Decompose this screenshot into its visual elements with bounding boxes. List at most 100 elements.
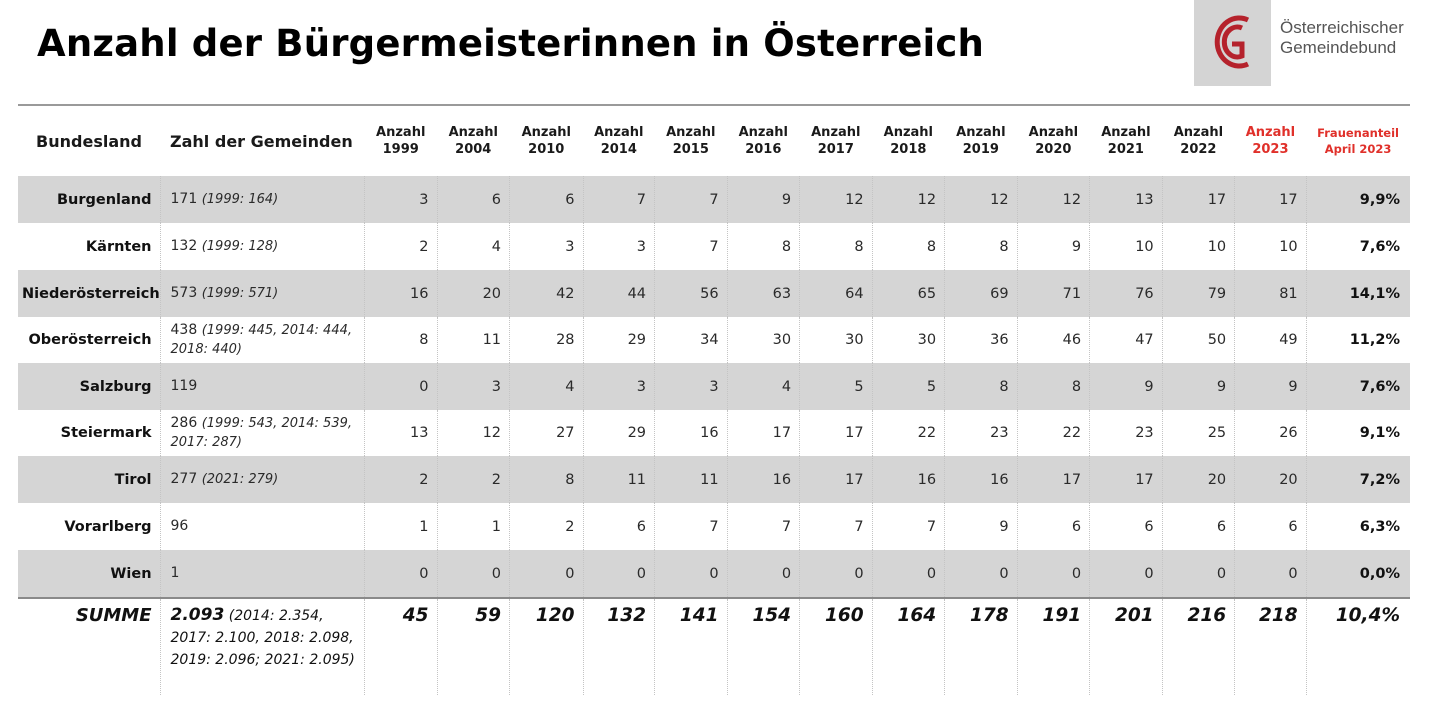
cell-anzahl: 47 (1089, 317, 1163, 363)
cell-anzahl: 0 (1089, 550, 1163, 598)
cell-anzahl: 30 (871, 317, 945, 363)
cell-anzahl: 9 (1089, 363, 1163, 410)
cell-anzahl: 12 (871, 176, 945, 223)
gemeinden-count: 277 (170, 471, 198, 487)
logo-text: Österreichischer Gemeindebund (1280, 18, 1404, 58)
cell-anzahl: 0 (509, 550, 584, 598)
table-row: Oberösterreich 438 (1999: 445, 2014: 444,… (18, 317, 1410, 363)
cell-anzahl: 0 (799, 550, 873, 598)
cell-bundesland: Steiermark (60, 425, 152, 441)
cell-anzahl: 6 (436, 176, 510, 223)
cell-frauenanteil: 9,9% (1305, 176, 1410, 223)
cell-anzahl: 12 (1016, 176, 1090, 223)
cell-anzahl: 9 (726, 176, 800, 223)
header-2020: Anzahl 2020 (1017, 104, 1090, 176)
cell-anzahl: 10 (1161, 223, 1235, 270)
page-title: Anzahl der Bürgermeisterinnen in Österre… (37, 22, 985, 65)
cell-anzahl: 30 (726, 317, 800, 363)
cell-anzahl: 11 (654, 456, 728, 503)
cell-anzahl: 17 (1234, 176, 1307, 223)
cell-bundesland: Tirol (18, 456, 161, 503)
cell-anzahl: 17 (726, 410, 800, 456)
header-2014: Anzahl 2014 (583, 104, 655, 176)
cell-anzahl: 9 (944, 503, 1018, 550)
mayors-table: Bundesland Zahl der Gemeinden Anzahl 1999… (18, 104, 1410, 695)
cell-anzahl: 3 (509, 223, 584, 270)
gemeinden-note: (1999: 543, 2014: 539, 2017: 287) (170, 416, 352, 450)
cell-anzahl: 3 (436, 363, 510, 410)
header-2017: Anzahl 2017 (799, 104, 873, 176)
header-gemeinden: Zahl der Gemeinden (160, 104, 365, 176)
cell-anzahl: 6 (509, 176, 584, 223)
cell-anzahl: 23 (944, 410, 1018, 456)
cell-anzahl: 16 (871, 456, 945, 503)
cell-anzahl: 0 (582, 550, 655, 598)
logo-line-1: Österreichischer (1280, 18, 1404, 37)
gemeinden-count: 1 (170, 565, 180, 581)
cell-anzahl: 7 (654, 503, 728, 550)
cell-anzahl: 29 (582, 317, 655, 363)
cell-anzahl: 2 (363, 456, 437, 503)
cell-anzahl: 2 (363, 223, 437, 270)
cell-anzahl: 8 (944, 363, 1018, 410)
header-bundesland: Bundesland (18, 104, 161, 176)
gemeinden-count: 119 (170, 378, 198, 394)
cell-anzahl: 8 (726, 223, 800, 270)
header-2023: Anzahl 2023 (1234, 104, 1307, 176)
cell-anzahl: 44 (582, 270, 655, 317)
table-row: Niederösterreich 573 (1999: 571) 16 20 42 44 5… (18, 270, 1410, 317)
cell-anzahl: 7 (871, 503, 945, 550)
cell-anzahl: 2 (436, 456, 510, 503)
cell-anzahl: 20 (436, 270, 510, 317)
cell-bundesland: Kärnten (85, 238, 152, 255)
logo-line-2: Gemeindebund (1280, 38, 1397, 57)
cell-anzahl: 22 (871, 410, 945, 456)
cell-bundesland: Salzburg (18, 363, 161, 410)
table-row: Vorarlberg 96 1 1 2 6 7 7 7 7 9 6 6 6 6 6,3% (18, 503, 1410, 550)
cell-frauenanteil: 11,2% (1305, 317, 1410, 363)
header-2019: Anzahl 2019 (944, 104, 1018, 176)
cell-summe-anzahl: 45 (363, 597, 437, 695)
cell-anzahl: 6 (1016, 503, 1090, 550)
cell-summe-anzahl: 164 (871, 597, 945, 695)
cell-anzahl: 69 (944, 270, 1018, 317)
cell-gemeinden: 119 (159, 363, 365, 410)
header-2010: Anzahl 2010 (509, 104, 584, 176)
gemeinden-count: 573 (170, 285, 198, 301)
cell-anzahl: 49 (1234, 317, 1307, 363)
table-row: Burgenland 171 (1999: 164) 3 6 6 7 7 9 12 12 12 12 1… (18, 176, 1410, 223)
header-2021: Anzahl 2021 (1089, 104, 1163, 176)
cell-anzahl: 8 (944, 223, 1018, 270)
cell-anzahl: 17 (799, 456, 873, 503)
summary-row: SUMME 2.093 (2014: 2.354, 2017: 2.100, 20… (18, 597, 1410, 695)
cell-anzahl: 22 (1016, 410, 1090, 456)
cell-anzahl: 16 (654, 410, 728, 456)
cell-anzahl: 11 (582, 456, 655, 503)
cell-anzahl: 7 (654, 223, 728, 270)
cell-anzahl: 56 (654, 270, 728, 317)
cell-anzahl: 9 (1016, 223, 1090, 270)
summe-gemeinden-count: 2.093 (170, 605, 225, 625)
cell-summe-anzahl: 154 (726, 597, 800, 695)
logo (1194, 0, 1271, 86)
cell-anzahl: 5 (871, 363, 945, 410)
cell-anzahl: 13 (1089, 176, 1163, 223)
cell-anzahl: 3 (654, 363, 728, 410)
cell-gemeinden: 1 (159, 550, 365, 598)
cell-anzahl: 7 (799, 503, 873, 550)
table-row: Kärnten 132 (1999: 128) 2 4 3 3 7 8 8 8 8 9 10 10 10 7,… (18, 223, 1410, 270)
cell-anzahl: 5 (799, 363, 873, 410)
cell-anzahl: 34 (654, 317, 728, 363)
cell-anzahl: 8 (363, 317, 437, 363)
cell-gemeinden: 96 (159, 503, 365, 550)
cell-anzahl: 9 (1161, 363, 1235, 410)
cell-anzahl: 8 (871, 223, 945, 270)
table-row: Steiermark 286 (1999: 543, 2014: 539, 201… (18, 410, 1410, 456)
header-frauenanteil: Frauenanteil April 2023 (1306, 104, 1410, 176)
gemeinden-note: (1999: 164) (201, 192, 279, 207)
cell-summe-gemeinden: 2.093 (2014: 2.354, 2017: 2.100, 2018: 2… (159, 597, 365, 695)
cell-anzahl: 8 (799, 223, 873, 270)
cell-anzahl: 50 (1161, 317, 1235, 363)
cell-anzahl: 7 (582, 176, 655, 223)
cell-anzahl: 0 (436, 550, 510, 598)
